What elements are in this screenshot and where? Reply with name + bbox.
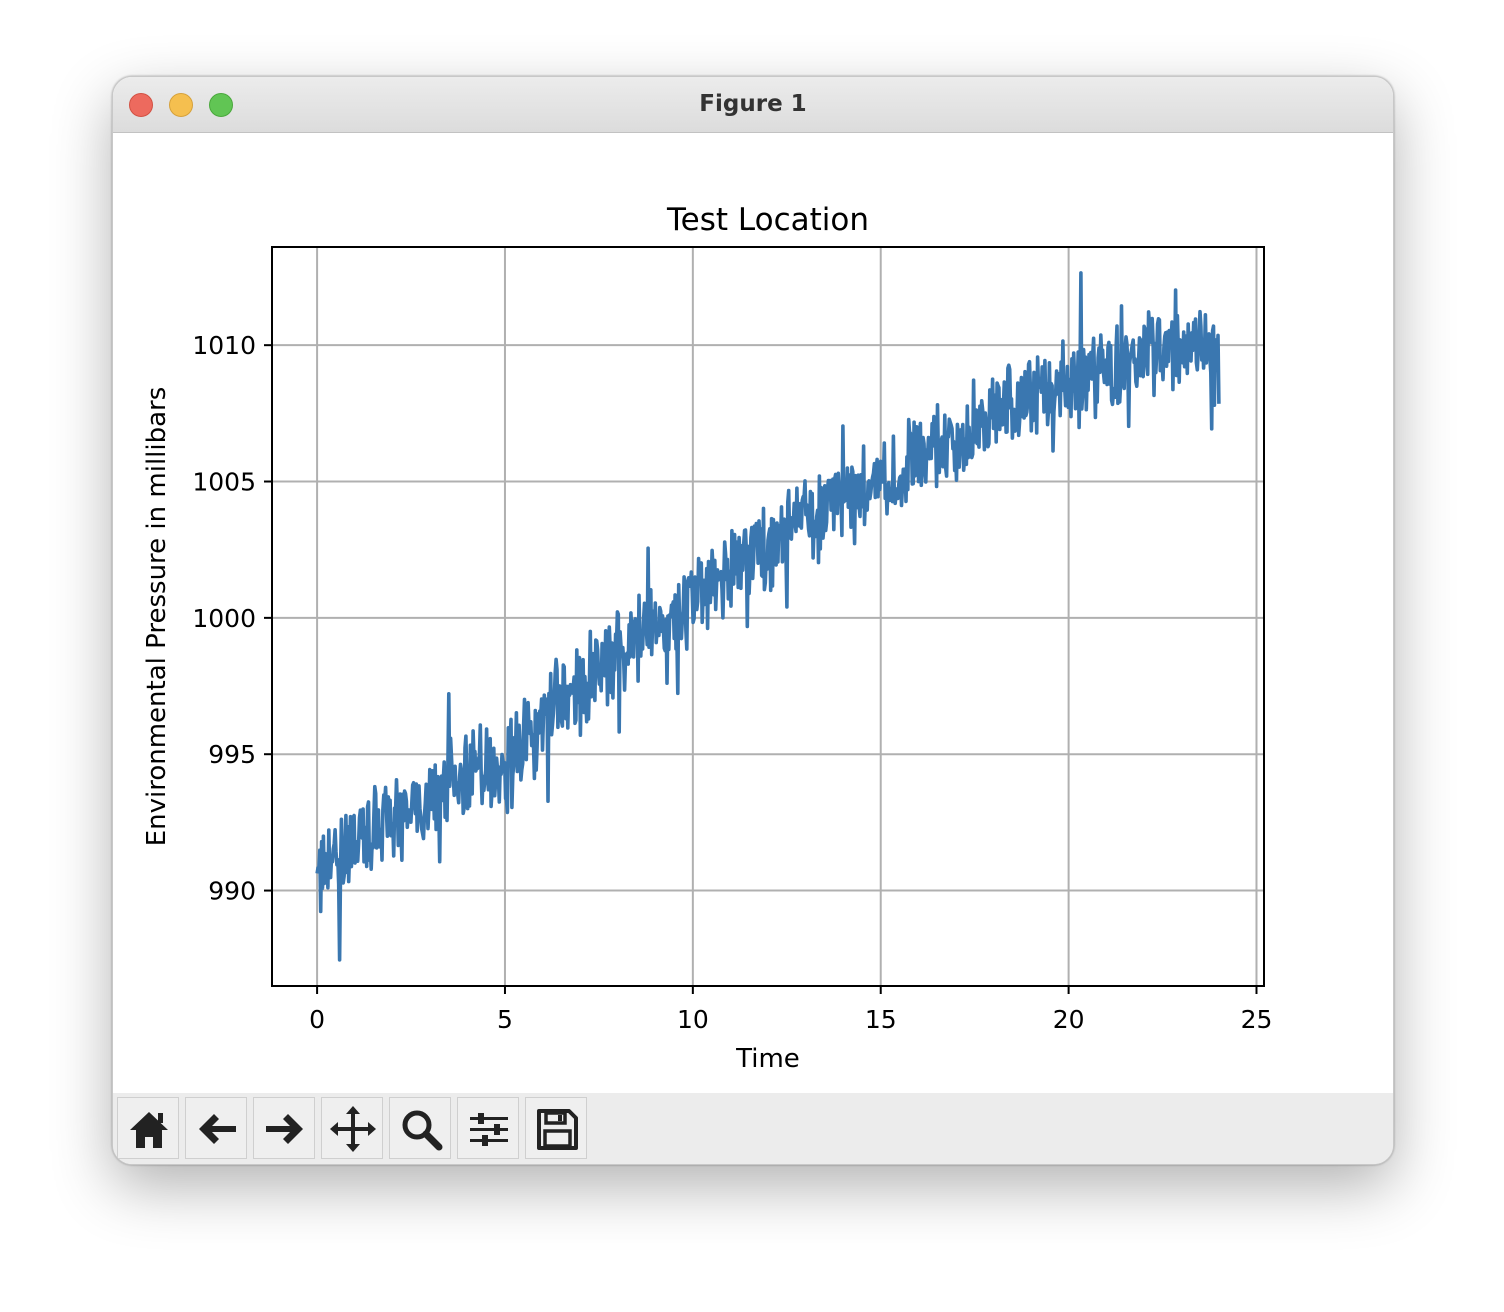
plot-frame: [271, 246, 1265, 987]
y-tick-label: 1000: [192, 604, 256, 633]
y-axis-label: Environmental Pressure in millibars: [142, 387, 172, 847]
figure-canvas[interactable]: 0 5 10 15 20 25 990 995 1000 1005 1010 Test Locati…: [113, 133, 1393, 1093]
zoom-button[interactable]: [389, 1097, 451, 1159]
y-tick-label: 1005: [192, 468, 256, 497]
home-icon: [130, 1112, 168, 1148]
window-title: Figure 1: [699, 91, 807, 117]
magnifier-icon: [402, 1110, 443, 1151]
x-tick-label: 0: [309, 1005, 325, 1034]
x-tick-label: 25: [1241, 1005, 1273, 1034]
forward-button[interactable]: [253, 1097, 315, 1159]
pan-button[interactable]: [321, 1097, 383, 1159]
y-tick-label: 995: [208, 740, 256, 769]
x-axis-label: Time: [735, 1044, 800, 1074]
y-tick-label: 990: [208, 877, 256, 906]
floppy-disk-icon: [537, 1109, 578, 1150]
y-tick-label: 1010: [192, 331, 256, 360]
back-button[interactable]: [185, 1097, 247, 1159]
save-button[interactable]: [525, 1097, 587, 1159]
arrow-left-icon: [199, 1114, 236, 1144]
chart-title: Test Location: [666, 202, 869, 238]
x-tick-label: 10: [677, 1005, 709, 1034]
x-tick-label: 20: [1053, 1005, 1085, 1034]
chart: 0 5 10 15 20 25 990 995 1000 1005 1010 Test Locati…: [113, 133, 1393, 1093]
x-tick-label: 15: [865, 1005, 897, 1034]
configure-subplots-button[interactable]: [457, 1097, 519, 1159]
x-tick-label: 5: [497, 1005, 513, 1034]
close-window-button[interactable]: [129, 93, 153, 117]
sliders-icon: [470, 1113, 508, 1146]
navigation-toolbar: [113, 1093, 1393, 1164]
minimize-window-button[interactable]: [169, 93, 193, 117]
arrow-right-icon: [266, 1114, 303, 1144]
move-arrows-icon: [330, 1106, 376, 1152]
title-bar[interactable]: Figure 1: [113, 77, 1393, 133]
maximize-window-button[interactable]: [209, 93, 233, 117]
pressure-series-line: [315, 271, 1221, 962]
figure-window: Figure 1 0 5 10 15 20 25 990 995 1000 1005 1010 Te…: [112, 76, 1394, 1165]
home-button[interactable]: [117, 1097, 179, 1159]
